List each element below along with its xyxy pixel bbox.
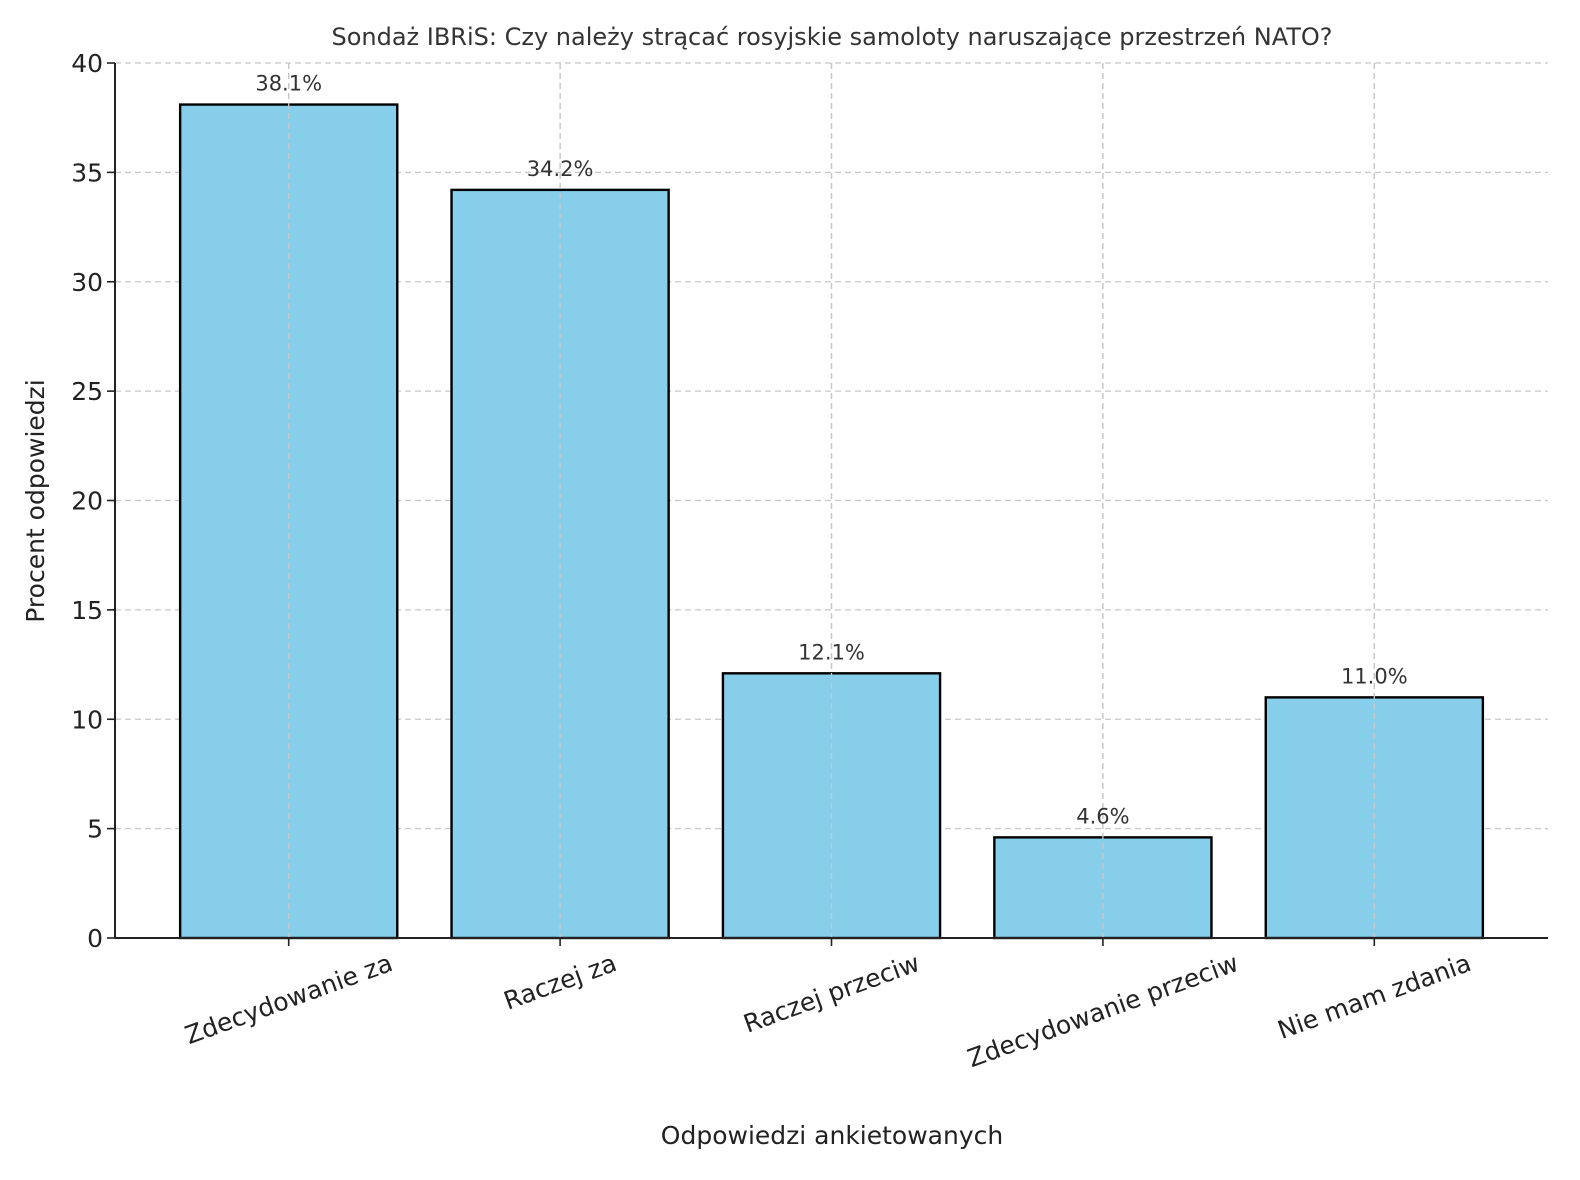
x-axis-label: Odpowiedzi ankietowanych (661, 1121, 1003, 1150)
y-tick-label: 20 (71, 487, 103, 516)
data-label: 38.1% (255, 72, 322, 96)
x-tick-label: Raczej za (500, 948, 621, 1016)
y-tick-label: 40 (71, 49, 103, 78)
y-tick-label: 10 (71, 705, 103, 734)
y-tick-label: 0 (87, 924, 103, 953)
chart-title: Sondaż IBRiS: Czy należy strącać rosyjsk… (331, 23, 1332, 51)
y-tick-label: 5 (87, 815, 103, 844)
x-tick-label: Nie mam zdania (1274, 948, 1475, 1045)
data-label: 4.6% (1076, 804, 1129, 828)
y-tick-label: 25 (71, 377, 103, 406)
y-tick-label: 15 (71, 596, 103, 625)
axes (107, 62, 1548, 946)
data-label: 12.1% (798, 640, 865, 664)
data-label: 34.2% (527, 157, 594, 181)
x-tick-label: Raczej przeciw (740, 948, 924, 1039)
bar (178, 103, 399, 940)
data-label: 11.0% (1341, 664, 1408, 688)
y-tick-label: 35 (71, 158, 103, 187)
x-tick-label: Zdecydowanie przeciw (964, 948, 1242, 1073)
y-axis-label: Procent odpowiedzi (21, 379, 50, 622)
bars (178, 63, 1485, 940)
y-tick-label: 30 (71, 268, 103, 297)
x-tick-label: Zdecydowanie za (181, 948, 396, 1050)
